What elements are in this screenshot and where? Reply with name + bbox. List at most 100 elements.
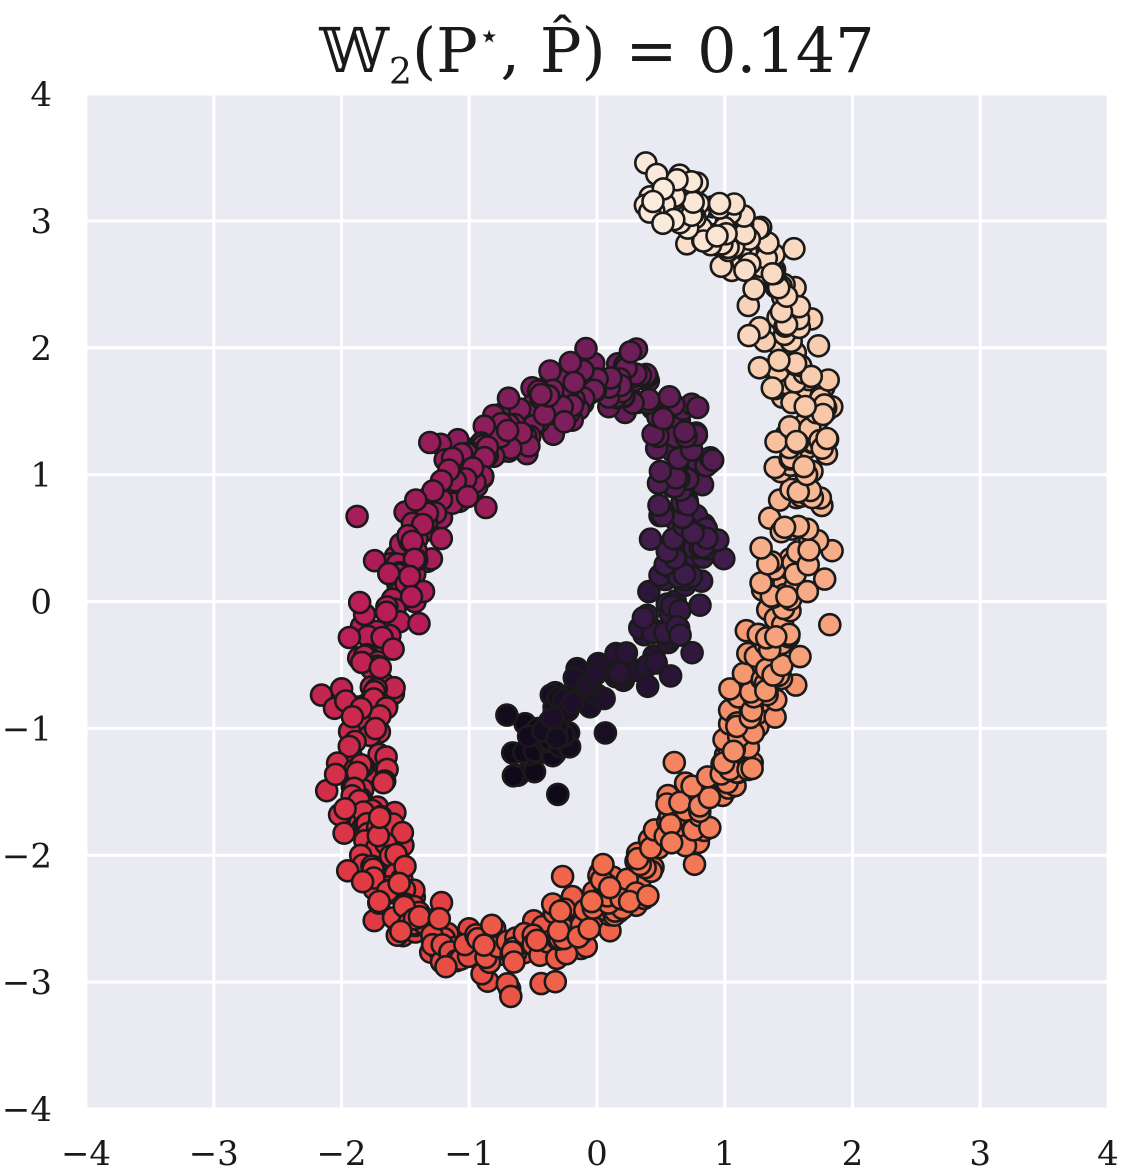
scatter-point [429,526,454,551]
scatter-point [793,394,818,419]
scatter-point [543,969,568,994]
scatter-point [455,484,480,509]
scatter-point [812,567,837,591]
y-tick-label: −2 [2,836,52,876]
scatter-point [501,763,526,788]
x-tick-label: −1 [444,1134,494,1174]
scatter-point [350,869,375,894]
scatter-point [367,805,392,830]
scatter-point [784,429,809,454]
scatter-point [388,919,413,944]
scatter-point [502,950,526,974]
scatter-point [579,889,604,914]
scatter-point [740,756,764,781]
scatter-point [538,359,562,383]
scatter-point [707,191,732,216]
scatter-point [815,426,839,451]
scatter-point [390,820,415,845]
scatter-point [403,488,428,512]
scatter-point [733,258,757,283]
scatter-point [407,611,431,636]
scatter-point [641,189,665,214]
scatter-point [749,536,773,560]
scatter-point [552,409,577,434]
scatter-point [548,899,573,924]
x-tick-label: −4 [61,1134,111,1174]
scatter-point [742,277,766,301]
title-prefix: 𝕎 [318,14,390,87]
scatter-point [782,236,806,261]
scatter-point [427,906,452,931]
scatter-point [474,495,498,520]
scatter-point [592,686,616,711]
y-tick-label: 3 [30,202,52,242]
y-tick-label: −4 [2,1090,52,1130]
scatter-point [637,579,661,604]
scatter-point [340,704,365,729]
scatter-point [371,770,396,795]
x-tick-label: 3 [969,1134,991,1174]
scatter-point [792,454,816,479]
scatter-point [374,600,399,625]
scatter-point [540,706,565,731]
scatter-point [550,864,575,889]
title-comma: , [500,14,539,87]
scatter-point [638,527,663,552]
x-tick-label: −2 [316,1134,366,1174]
scatter-point [682,852,707,877]
scatter-point [631,605,656,630]
scatter-point [397,564,422,589]
scatter-point [479,913,504,938]
scatter-point [525,928,549,953]
y-tick-label: 4 [30,75,52,115]
scatter-point [496,386,521,411]
y-tick-label: 0 [30,583,52,623]
scatter-point [434,954,458,979]
scatter-point [795,579,820,604]
scatter-point [593,721,618,745]
scatter-point [545,726,569,750]
scatter-point [607,661,632,685]
scatter-point [495,703,519,727]
grid [84,92,1110,1111]
scatter-point [546,918,571,943]
scatter-point [574,336,598,361]
scatter-points [309,151,844,1009]
x-axis-ticks: −4 −3 −2 −1 0 1 2 3 4 [61,1134,1119,1174]
scatter-point [763,624,788,649]
scatter-point [775,584,799,609]
scatter-point [614,641,639,665]
scatter-point [685,395,710,420]
x-tick-label: 0 [586,1134,608,1174]
scatter-point [363,716,388,741]
scatter-point [562,370,586,395]
scatter-point [737,323,761,348]
x-tick-label: 4 [1097,1134,1119,1174]
scatter-point [659,830,684,855]
scatter-point [644,651,669,675]
scatter-point [495,418,520,443]
scatter-point [561,690,585,715]
scatter-point [337,625,362,650]
scatter-point [591,852,615,877]
x-tick-label: 2 [842,1134,864,1174]
x-tick-label: 1 [714,1134,736,1174]
scatter-point [668,623,692,647]
chart-title: 𝕎2(P⋆, P̂) = 0.147 [318,14,874,93]
scatter-point [636,884,660,908]
scatter-point [658,664,683,688]
scatter-point [529,382,553,407]
y-tick-label: −3 [2,963,52,1003]
scatter-point [618,340,643,364]
scatter-point [381,637,405,661]
scatter-point [817,612,842,637]
y-tick-label: 2 [30,329,52,369]
scatter-point [648,459,673,484]
scatter-point [700,448,725,472]
scatter-point [545,782,570,807]
scatter-point [407,904,432,929]
scatter-point [788,644,812,669]
title-star: ⋆ [478,16,501,57]
scatter-point [767,348,791,373]
